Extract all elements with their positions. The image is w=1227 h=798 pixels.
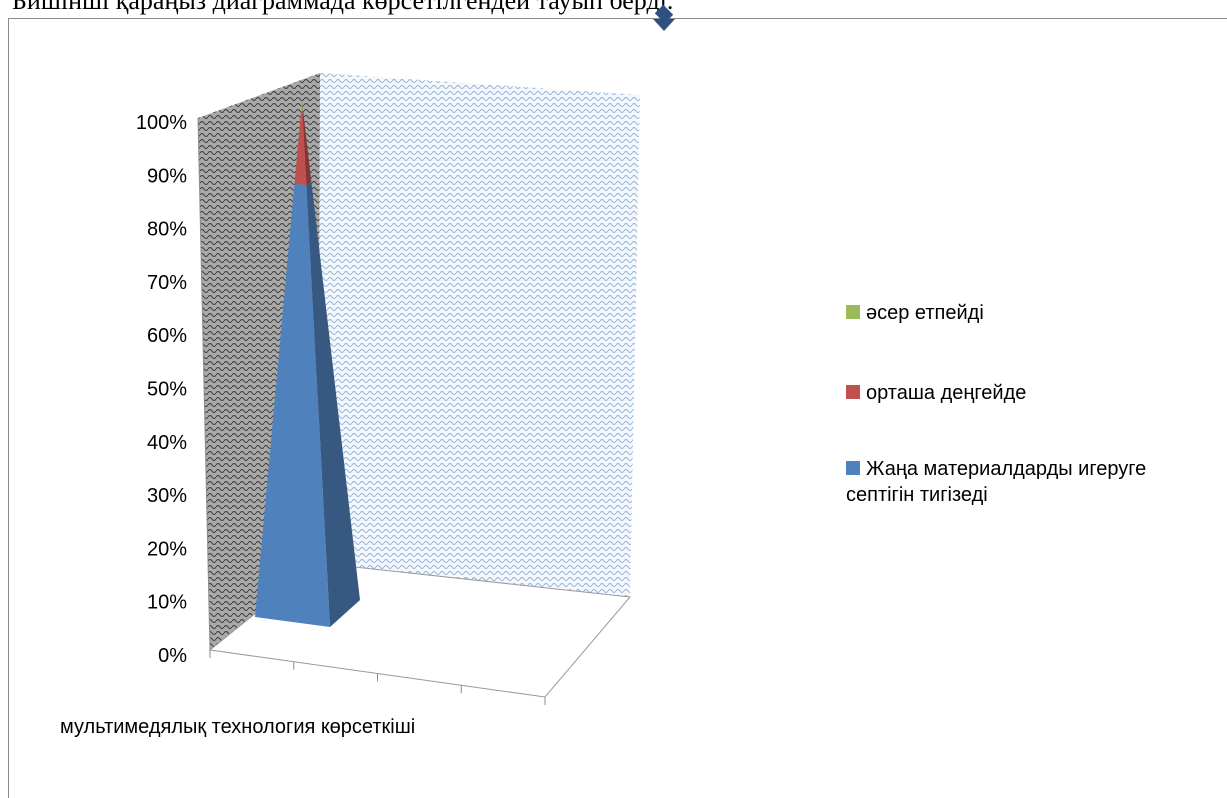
y-tick-label: 70%	[147, 272, 187, 294]
legend-item-no-effect: әсер етпейді	[846, 300, 1206, 326]
pyramid-segment-side	[306, 180, 360, 627]
y-tick-label: 30%	[147, 485, 187, 507]
legend-label: орташа деңгейде	[866, 382, 1027, 404]
pyramid-segment-front	[294, 111, 307, 186]
legend-swatch-red	[846, 385, 860, 399]
legend-swatch-green	[846, 305, 860, 319]
x-axis-ticks	[209, 650, 546, 705]
pyramid-segment-front	[255, 183, 330, 627]
chart-frame	[8, 18, 1227, 798]
pyramid-segment-front	[301, 101, 303, 112]
pyramid-segment-side	[302, 101, 304, 112]
x-axis-title: мультимедялық технология көрсеткіші	[60, 716, 416, 738]
legend-swatch-blue	[846, 461, 860, 475]
y-tick-labels: 0% 10% 20% 30% 40% 50% 60% 70% 80% 90% 100%	[136, 112, 187, 667]
page-top-text: Бишінші қараңыз диаграммада көрсетілгенд…	[12, 0, 674, 15]
y-tick-label: 40%	[147, 432, 187, 454]
legend-item-medium: орташа деңгейде	[846, 380, 1206, 406]
y-tick-label: 60%	[147, 325, 187, 347]
y-tick-label: 50%	[147, 379, 187, 401]
y-tick-label: 10%	[147, 592, 187, 614]
y-tick-label: 100%	[136, 112, 187, 134]
y-tick-label: 20%	[147, 538, 187, 560]
y-axis-line	[197, 117, 211, 651]
legend-item-helps: Жаңа материалдарды игеруге септігін тигі…	[846, 456, 1206, 508]
pyramid-bar	[255, 101, 360, 627]
back-wall	[318, 73, 640, 597]
y-tick-label: 0%	[158, 645, 187, 667]
y-tick-label: 80%	[147, 219, 187, 241]
legend-label: Жаңа материалдарды игеруге септігін тигі…	[846, 458, 1147, 506]
anchor-marker-icon	[653, 19, 675, 31]
y-tick-label: 90%	[147, 165, 187, 187]
pyramid-segment-side	[302, 110, 312, 186]
legend-label: әсер етпейді	[866, 302, 984, 324]
